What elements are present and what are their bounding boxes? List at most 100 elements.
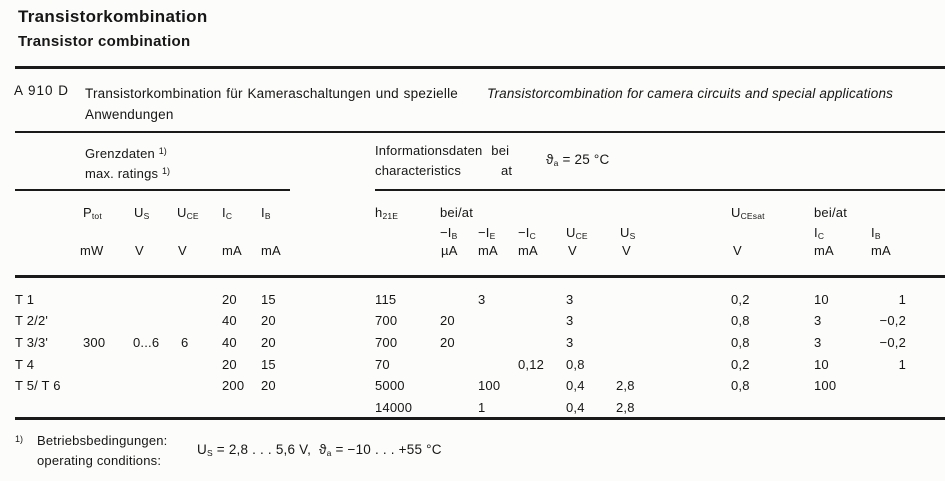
divider-body-footer	[15, 417, 945, 420]
cell-ic: 20	[222, 292, 237, 307]
footnote-label-en: operating conditions:	[37, 453, 162, 468]
table-row-extra: 14000 1 0,4 2,8	[0, 400, 945, 418]
theta-symbol: ϑ	[318, 442, 327, 457]
col-header-neg-ib: −IB	[440, 225, 458, 241]
cell-ic-sat: 3	[814, 313, 822, 328]
footnote-conditions: US = 2,8 . . . 5,6 V, ϑa = −10 . . . +55…	[197, 442, 442, 458]
table-row-t3: T 3/3' 300 0...6 6 40 20 700 20 3 0,8 3 …	[0, 335, 945, 353]
cell-uce-meas: 0,8	[566, 357, 585, 372]
cell-ib-sat: −0,2	[879, 335, 906, 350]
col-header-bei-at-right: bei/at	[814, 205, 848, 220]
info-section-condition: ϑa = 25 °C	[546, 152, 610, 168]
info-section-label-de: Informationsdaten bei	[375, 143, 510, 158]
row-label: T 5/ T 6	[15, 378, 61, 393]
cell-uce-meas: 3	[566, 292, 574, 307]
cell-h21e: 14000	[375, 400, 413, 415]
row-label: T 3/3'	[15, 335, 49, 350]
col-unit-us: V	[135, 243, 144, 258]
col-unit-ic: mA	[222, 243, 242, 258]
col-header-ic-sat: IC	[814, 225, 825, 241]
col-unit-uce: V	[178, 243, 187, 258]
cell-ic-sat: 100	[814, 378, 837, 393]
row-label: T 4	[15, 357, 35, 372]
cell-ib-sat: −0,2	[879, 313, 906, 328]
col-header-ib-sat: IB	[871, 225, 881, 241]
footnote-ref: 1)	[158, 146, 167, 156]
cell-ic-sat: 10	[814, 357, 829, 372]
cell-uce: 6	[181, 335, 189, 350]
cell-ic: 40	[222, 313, 237, 328]
col-unit-neg-ie: mA	[478, 243, 498, 258]
device-description-de: Transistorkombination für Kameraschaltun…	[85, 86, 458, 122]
cell-ib: 20	[261, 313, 276, 328]
cell-ic-sat: 10	[814, 292, 829, 307]
cell-ib: 15	[261, 357, 276, 372]
limits-label-en-text: max. ratings	[85, 166, 159, 181]
cell-uce-meas: 3	[566, 313, 574, 328]
col-unit-uce-meas: V	[568, 243, 577, 258]
cell-h21e: 5000	[375, 378, 405, 393]
cell-ucesat: 0,2	[731, 357, 750, 372]
device-description-en: Transistorcombination for camera circuit…	[487, 86, 894, 101]
col-header-uce: UCE	[177, 205, 199, 221]
info-section-at-label: at	[501, 163, 513, 178]
info-section-label-en: characteristics	[375, 163, 462, 178]
col-header-neg-ie: −IE	[478, 225, 496, 241]
cell-uce-meas: 0,4	[566, 378, 585, 393]
row-label: T 1	[15, 292, 35, 307]
col-header-uce-meas: UCE	[566, 225, 588, 241]
cell-us: 0...6	[133, 335, 160, 350]
divider-sections	[15, 131, 945, 133]
cell-ic: 200	[222, 378, 245, 393]
page-title-de: Transistorkombination	[18, 7, 208, 26]
cell-ib: 15	[261, 292, 276, 307]
device-code: A 910 D	[14, 83, 70, 98]
theta-symbol: ϑ	[546, 152, 554, 167]
table-row-t2: T 2/2' 40 20 700 20 3 0,8 3 −0,2	[0, 313, 945, 331]
cell-us-meas: 2,8	[616, 400, 635, 415]
limits-section-label-de: Grenzdaten 1)	[85, 143, 167, 162]
col-header-bei-at-mid: bei/at	[440, 205, 474, 220]
col-header-ic: IC	[222, 205, 233, 221]
limits-label-de-text: Grenzdaten	[85, 146, 155, 161]
limits-section-label-en: max. ratings 1)	[85, 163, 170, 182]
cell-neg-ie: 3	[478, 292, 486, 307]
col-unit-ib-sat: mA	[871, 243, 891, 258]
footnote-marker: 1)	[15, 434, 24, 444]
cell-neg-ib: 20	[440, 313, 455, 328]
col-header-ib: IB	[261, 205, 271, 221]
col-header-us: US	[134, 205, 150, 221]
col-header-h21e: h21E	[375, 205, 399, 221]
cell-neg-ie: 100	[478, 378, 501, 393]
divider-header-body	[15, 275, 945, 278]
col-header-us-meas: US	[620, 225, 636, 241]
cell-h21e: 70	[375, 357, 390, 372]
cell-ic-sat: 3	[814, 335, 822, 350]
col-unit-ptot: mW	[80, 243, 104, 258]
cell-neg-ib: 20	[440, 335, 455, 350]
cell-ib: 20	[261, 378, 276, 393]
cell-h21e: 115	[375, 292, 397, 307]
col-header-neg-ic: −IC	[518, 225, 536, 241]
cell-ic: 40	[222, 335, 237, 350]
table-row-t5-t6: T 5/ T 6 200 20 5000 100 0,4 2,8 0,8 100	[0, 378, 945, 396]
cell-h21e: 700	[375, 313, 398, 328]
cell-ib-sat: 1	[898, 357, 906, 372]
cell-ib-sat: 1	[898, 292, 906, 307]
col-unit-ucesat: V	[733, 243, 742, 258]
cell-neg-ic: 0,12	[518, 357, 545, 372]
col-unit-neg-ib: µA	[441, 243, 458, 258]
col-header-ucesat: UCEsat	[731, 205, 765, 221]
footnote-ref: 1)	[162, 166, 171, 176]
table-row-t1: T 1 20 15 115 3 3 0,2 10 1	[0, 292, 945, 310]
divider-info-header	[375, 189, 945, 191]
cell-ucesat: 0,2	[731, 292, 750, 307]
cell-ib: 20	[261, 335, 276, 350]
cell-ucesat: 0,8	[731, 335, 750, 350]
col-unit-neg-ic: mA	[518, 243, 538, 258]
cell-ic: 20	[222, 357, 237, 372]
cell-uce-meas: 0,4	[566, 400, 585, 415]
footnote-label-de: Betriebsbedingungen:	[37, 433, 168, 448]
page-title-en: Transistor combination	[18, 33, 191, 50]
